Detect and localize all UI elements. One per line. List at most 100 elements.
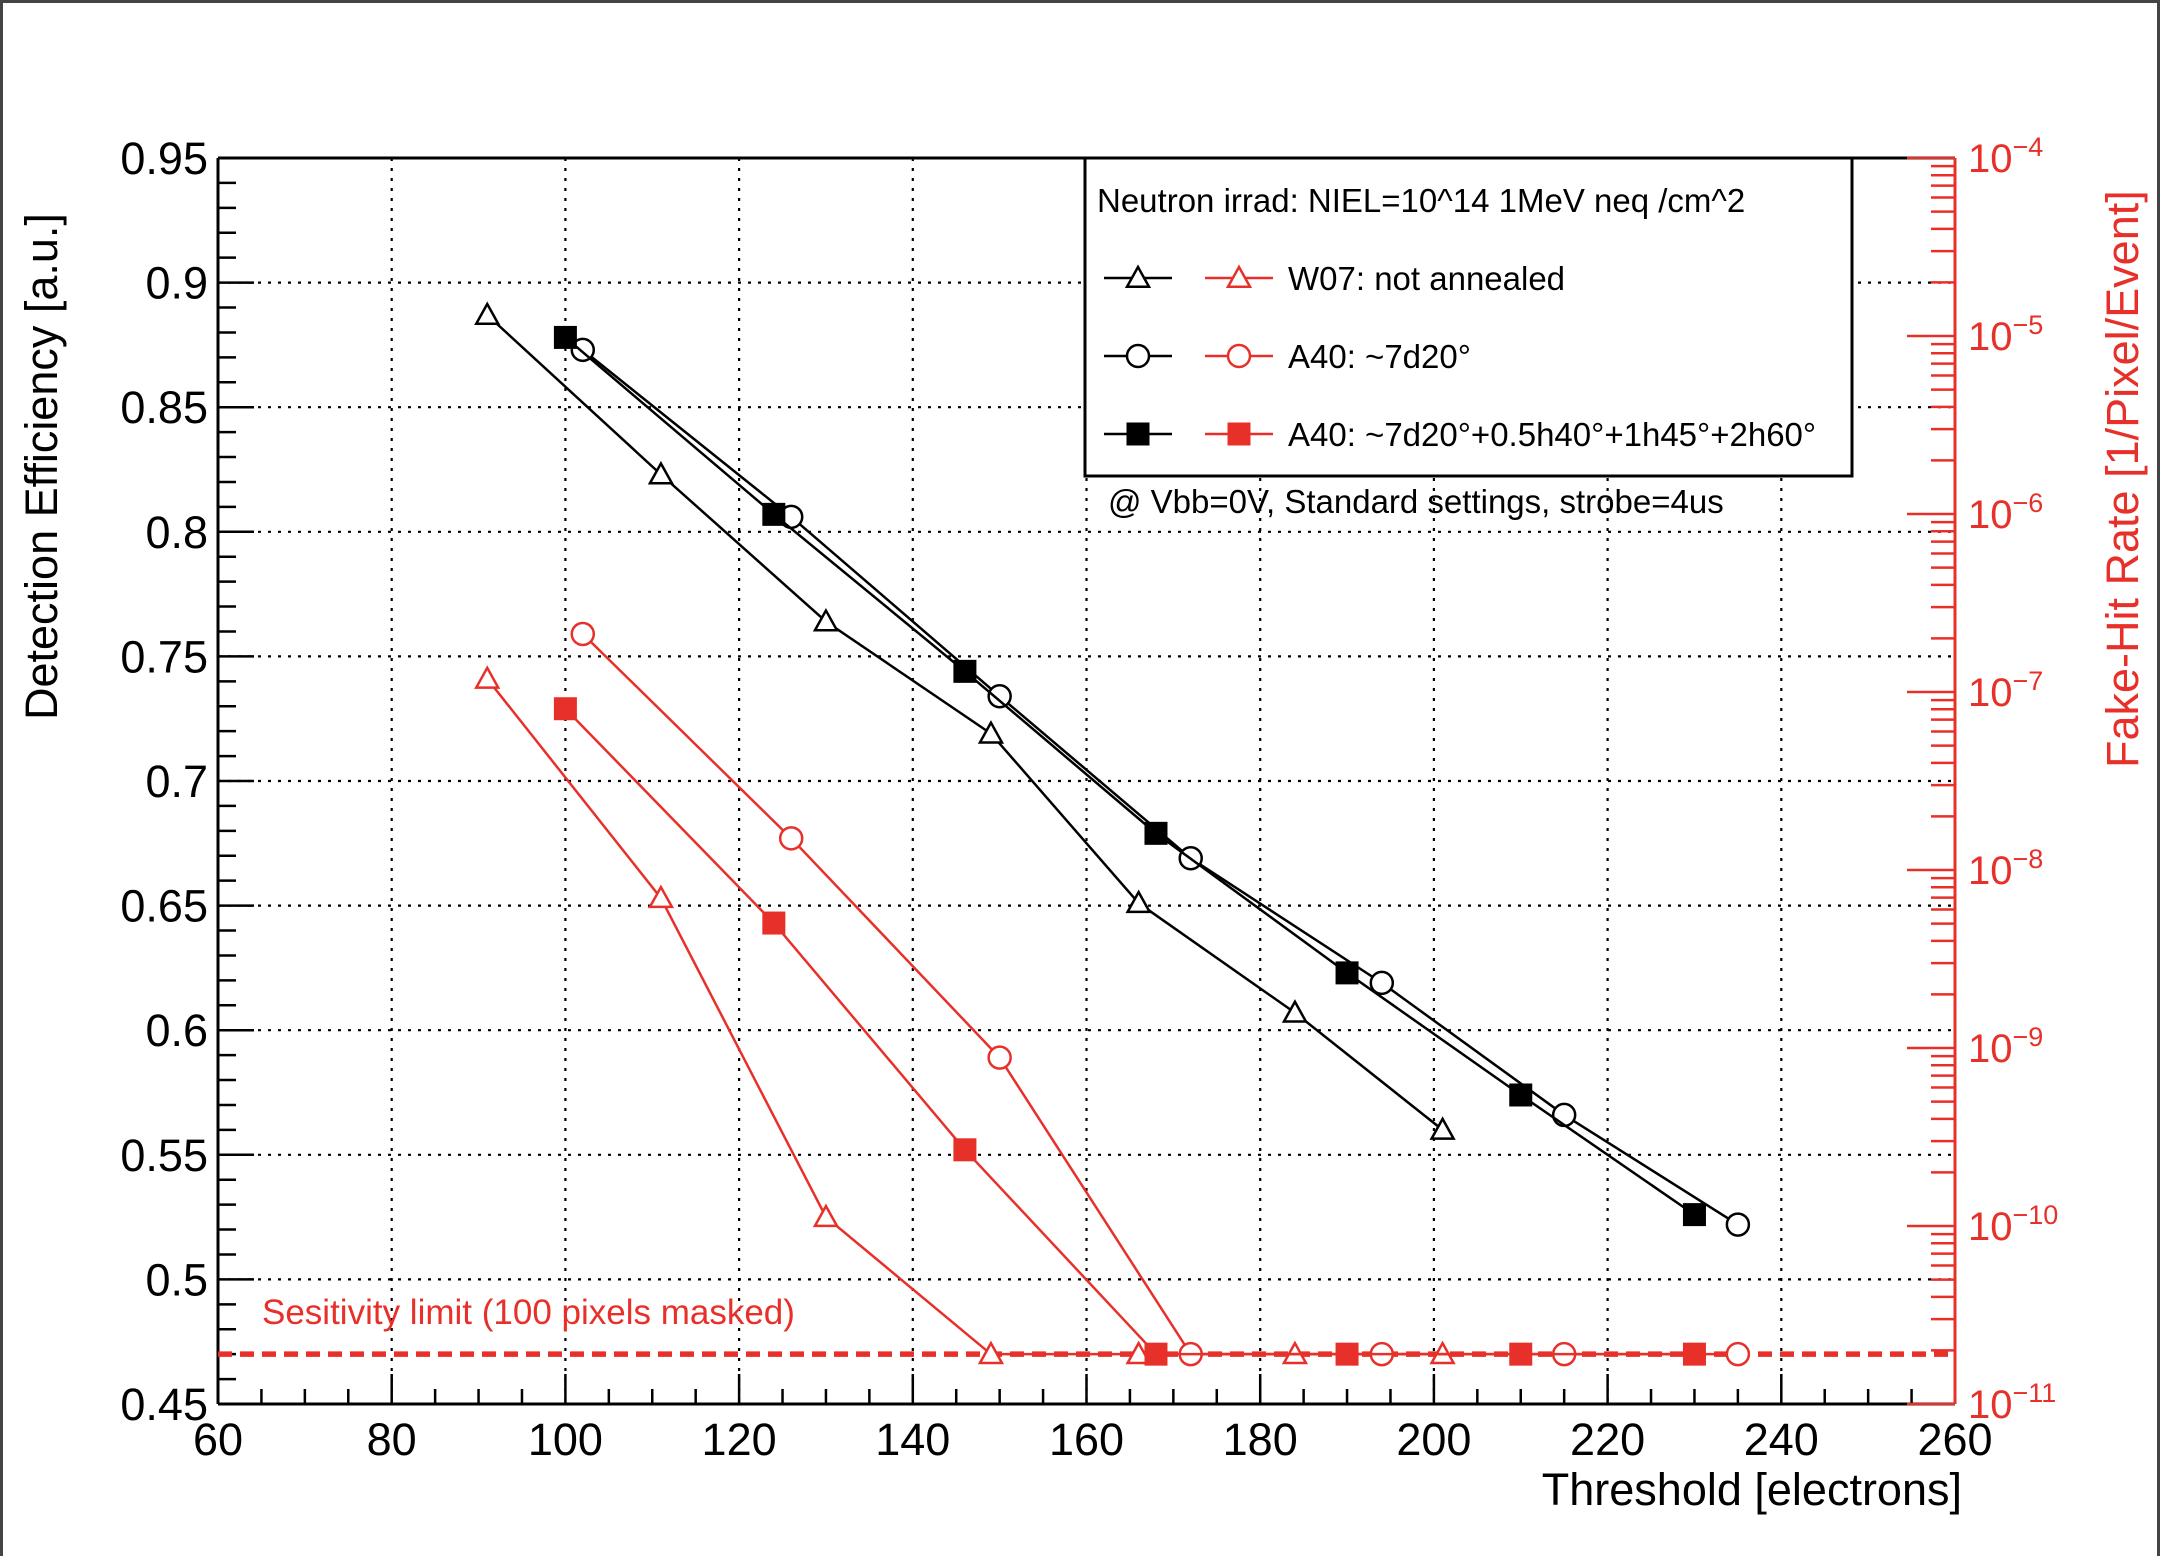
data-point xyxy=(474,665,501,689)
legend-markers xyxy=(1104,264,1273,446)
x-tick-label: 240 xyxy=(1744,1414,1819,1465)
data-point xyxy=(1335,1342,1359,1366)
data-point xyxy=(987,684,1012,709)
y-tick-label: 0.6 xyxy=(145,1005,208,1056)
y-tick-label: 0.8 xyxy=(145,507,208,558)
y2-tick-exponent: −4 xyxy=(2013,132,2044,162)
legend-entry-label: A40: ~7d20° xyxy=(1288,338,1471,375)
y2-tick-exponent: −8 xyxy=(2013,844,2044,874)
y-tick-label: 0.55 xyxy=(120,1130,208,1181)
y2-tick-exponent: −10 xyxy=(2013,1200,2059,1230)
data-point xyxy=(812,607,840,632)
y-tick-label: 0.75 xyxy=(120,631,208,682)
data-point xyxy=(1125,889,1152,914)
x-tick-label: 200 xyxy=(1396,1414,1471,1465)
x-tick-label: 120 xyxy=(702,1414,777,1465)
x-tick-label: 220 xyxy=(1570,1414,1645,1465)
data-point xyxy=(570,621,596,647)
legend-header: Neutron irrad: NIEL=10^14 1MeV neq /cm^2 xyxy=(1097,182,1745,219)
legend-entry-label: W07: not annealed xyxy=(1288,260,1565,297)
data-point xyxy=(1682,1203,1706,1227)
sensitivity-limit-label: Sesitivity limit (100 pixels masked) xyxy=(262,1293,795,1332)
x-tick-label: 260 xyxy=(1917,1414,1992,1465)
legend-marker-red xyxy=(1226,343,1252,369)
y2-tick-exponent: −5 xyxy=(2013,310,2044,340)
axes: 60 80 100 120 140 160 180 200 220 240 260 0.45 0.5 0.… xyxy=(120,132,2058,1465)
y2-tick-base: 10 xyxy=(1968,137,2013,181)
data-point xyxy=(1281,999,1309,1023)
data-point xyxy=(474,301,501,326)
series xyxy=(218,301,1955,1367)
x-tick-label: 140 xyxy=(875,1414,950,1465)
data-point xyxy=(647,884,675,909)
y-axis-title: Detection Efficiency [a.u.] xyxy=(16,213,67,720)
data-point xyxy=(1725,1212,1751,1237)
data-point xyxy=(977,1340,1005,1365)
legend-marker-black xyxy=(1124,264,1152,289)
legend-entry-label: A40: ~7d20°+0.5h40°+1h45°+2h60° xyxy=(1288,416,1816,453)
data-point xyxy=(1429,1116,1456,1140)
data-point xyxy=(762,911,786,935)
legend-marker-black xyxy=(1125,343,1151,369)
y2-tick-base: 10 xyxy=(1968,1383,2013,1427)
y-tick-label: 0.9 xyxy=(145,258,208,309)
y-tick-label: 0.7 xyxy=(145,756,208,807)
legend-marker-black xyxy=(1126,422,1150,446)
y2-tick-label: 10−8 xyxy=(1968,844,2043,893)
y2-tick-base: 10 xyxy=(1968,1205,2013,1249)
x-axis-title: Threshold [electrons] xyxy=(1542,1464,1962,1515)
data-point xyxy=(1144,1342,1168,1366)
data-point xyxy=(953,659,977,683)
data-point xyxy=(553,325,577,349)
y2-tick-base: 10 xyxy=(1968,1027,2013,1071)
y2-axis-title: Fake-Hit Rate [1/Pixel/Event] xyxy=(2097,190,2148,768)
y2-tick-exponent: −9 xyxy=(2013,1022,2044,1052)
data-point xyxy=(1682,1342,1706,1366)
settings-annotation: @ Vbb=0V, Standard settings, strobe=4us xyxy=(1108,483,1724,520)
y2-tick-base: 10 xyxy=(1968,493,2013,537)
y-tick-label: 0.65 xyxy=(120,881,208,932)
y2-tick-label: 10−9 xyxy=(1968,1022,2043,1071)
y2-tick-base: 10 xyxy=(1968,671,2013,715)
data-point xyxy=(778,826,804,851)
y2-tick-label: 10−11 xyxy=(1968,1378,2056,1427)
legend-marker-red xyxy=(1225,264,1253,289)
x-tick-label: 60 xyxy=(193,1414,243,1465)
y-tick-label: 0.5 xyxy=(145,1254,208,1305)
data-point xyxy=(1725,1341,1751,1367)
y2-tick-label: 10−7 xyxy=(1968,666,2043,715)
data-point xyxy=(1369,970,1395,996)
x-tick-label: 100 xyxy=(528,1414,603,1465)
data-point xyxy=(1125,1340,1152,1365)
legend-box xyxy=(1083,156,1854,478)
data-point xyxy=(953,1138,977,1162)
y-tick-label: 0.95 xyxy=(120,133,208,184)
y2-tick-base: 10 xyxy=(1968,315,2013,359)
y2-tick-label: 10−5 xyxy=(1968,310,2043,359)
y2-tick-label: 10−6 xyxy=(1968,488,2043,537)
x-tick-label: 80 xyxy=(367,1414,417,1465)
grid xyxy=(218,158,1955,1404)
data-point xyxy=(762,502,786,526)
data-point xyxy=(977,720,1005,744)
data-point xyxy=(1144,821,1168,845)
y2-tick-label: 10−10 xyxy=(1968,1200,2058,1249)
legend: Neutron irrad: NIEL=10^14 1MeV neq /cm^2… xyxy=(1083,156,1854,478)
y-tick-label: 0.85 xyxy=(120,382,208,433)
y2-tick-exponent: −6 xyxy=(2013,488,2044,518)
data-point xyxy=(1509,1083,1533,1107)
x-tick-label: 180 xyxy=(1223,1414,1298,1465)
legend-marker-red xyxy=(1227,422,1251,446)
x-tick-label: 160 xyxy=(1049,1414,1124,1465)
y2-tick-exponent: −11 xyxy=(2013,1378,2057,1408)
data-point xyxy=(812,1203,840,1228)
data-point xyxy=(647,460,675,485)
y-tick-label: 0.45 xyxy=(120,1379,208,1430)
data-point xyxy=(553,697,577,721)
data-point xyxy=(1551,1102,1577,1128)
y2-tick-label: 10−4 xyxy=(1968,132,2043,181)
y2-tick-exponent: −7 xyxy=(2013,666,2044,696)
data-point xyxy=(1335,961,1359,985)
y2-tick-base: 10 xyxy=(1968,849,2013,893)
